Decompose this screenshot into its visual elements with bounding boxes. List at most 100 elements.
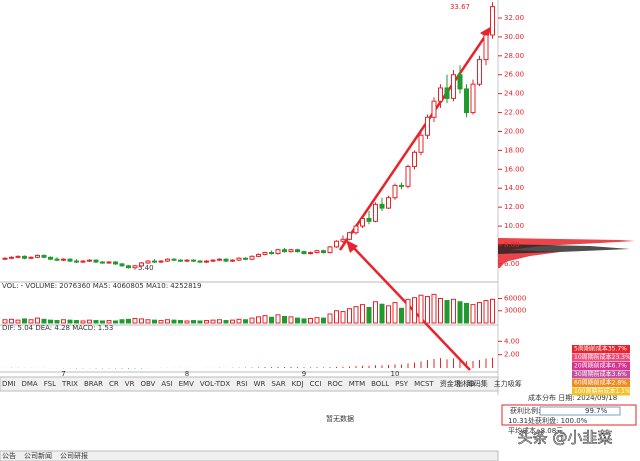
tab[interactable]: ASI	[161, 380, 172, 388]
x-tick-label: 9	[302, 370, 306, 378]
volume-bar	[470, 304, 476, 324]
volume-bar	[217, 319, 222, 324]
tab[interactable]: 主力吸筹	[494, 379, 522, 388]
chip-item: 20周期前成本6.7%	[574, 362, 627, 370]
candle-body	[334, 240, 339, 248]
volume-bar	[9, 318, 14, 324]
candle-body	[243, 257, 248, 260]
tab[interactable]: KDJ	[292, 380, 304, 388]
tab[interactable]: BRAR	[84, 380, 103, 388]
candle-body	[327, 246, 333, 254]
y-tick-label: 30000	[504, 307, 526, 315]
volume-bar	[80, 320, 86, 324]
candle-body	[22, 255, 27, 259]
candle-body	[152, 260, 157, 263]
candle-body	[353, 225, 359, 234]
volume-bar	[438, 297, 443, 324]
volume-bar	[379, 303, 385, 324]
bottom-tab[interactable]: 公司研报	[60, 451, 88, 460]
volume-bar	[425, 295, 430, 324]
candle-body	[405, 165, 411, 187]
tab[interactable]: EMV	[179, 380, 194, 388]
chip-item: 30周期前成本3.6%	[574, 370, 627, 378]
y-tick-label: 28.00	[504, 52, 524, 60]
tab[interactable]: WR	[254, 380, 266, 388]
candle-body	[67, 258, 73, 262]
tab[interactable]: MTM	[349, 380, 365, 388]
volume-bar	[295, 317, 300, 324]
candle-body	[249, 255, 255, 260]
volume-bar	[366, 306, 372, 324]
chip-item-bg	[572, 353, 630, 362]
volume-bar	[54, 320, 60, 324]
candle-body	[431, 100, 437, 118]
candle-body	[457, 74, 463, 90]
candle-body	[54, 258, 60, 261]
volume-bar	[399, 307, 404, 324]
candle-body	[490, 6, 495, 36]
candle-body	[145, 260, 151, 264]
profit-label: 获利比例:	[510, 406, 540, 415]
tab[interactable]: FSL	[44, 380, 56, 388]
x-tick-label: 10	[391, 370, 400, 378]
candle-body	[282, 249, 287, 253]
volume-bar	[256, 316, 261, 324]
high-label: 33.67	[450, 3, 470, 11]
tab[interactable]: 指标B	[456, 379, 475, 388]
tab[interactable]: TRIX	[61, 380, 78, 388]
tab[interactable]: 资金场	[440, 379, 461, 388]
volume-bar	[405, 298, 411, 324]
candle-body	[392, 184, 398, 199]
tab[interactable]: PSY	[395, 380, 409, 388]
volume-bar	[171, 319, 177, 324]
tab[interactable]: CCI	[310, 380, 322, 388]
volume-bar	[353, 306, 359, 324]
chip-item-bg	[572, 345, 630, 353]
candle-body	[28, 256, 34, 259]
candle-body	[106, 261, 112, 264]
volume-bar	[275, 314, 281, 324]
volume-bar	[165, 319, 170, 324]
volume-bar	[327, 313, 333, 324]
volume-bar	[464, 302, 469, 324]
tab[interactable]: 筹码集	[467, 379, 488, 388]
candle-body	[230, 259, 235, 262]
candle-body	[113, 261, 118, 265]
volume-bar	[113, 320, 118, 324]
tab[interactable]: OBV	[140, 380, 155, 388]
candle-body	[61, 258, 66, 261]
candle-body	[347, 232, 352, 240]
tab[interactable]: SAR	[271, 380, 285, 388]
tab[interactable]: ROC	[327, 380, 342, 388]
volume-bar	[386, 305, 391, 324]
candle-body	[360, 218, 365, 227]
volume-bar	[282, 315, 287, 324]
candle-body	[321, 250, 326, 254]
candle-body	[386, 197, 391, 209]
chip-item: 10周期前成本23.3%	[574, 353, 631, 361]
tab[interactable]: CR	[109, 380, 119, 388]
tab[interactable]: DMA	[22, 380, 38, 388]
volume-bar	[61, 319, 66, 324]
volume-bar	[457, 301, 463, 324]
volume-bar	[412, 297, 417, 324]
candle-body	[100, 261, 105, 264]
tab[interactable]: DMI	[2, 380, 16, 388]
volume-bar	[451, 298, 456, 324]
volume-bar	[314, 317, 320, 324]
tab[interactable]: RSI	[236, 380, 247, 388]
candle-body	[210, 259, 216, 262]
volume-bar	[392, 302, 398, 324]
volume-bar	[2, 319, 8, 324]
volume-bar	[347, 308, 352, 324]
chip-item-bg	[572, 387, 630, 396]
tab[interactable]: MCST	[414, 380, 434, 388]
bottom-tab[interactable]: 公司新闻	[24, 451, 52, 460]
bottom-tab[interactable]: 公告	[2, 451, 16, 460]
tab[interactable]: VOL-TDX	[200, 380, 231, 388]
tab[interactable]: VR	[125, 380, 135, 388]
volume-bar	[74, 320, 79, 324]
volume-bar	[204, 320, 209, 324]
volume-bar	[477, 302, 482, 324]
tab[interactable]: BOLL	[371, 380, 389, 388]
